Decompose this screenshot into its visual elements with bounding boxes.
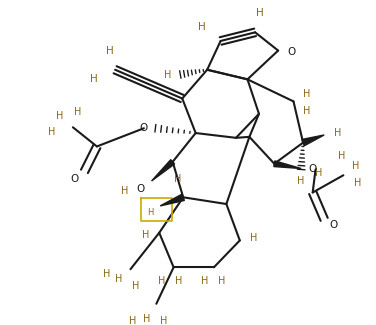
Text: H: H bbox=[106, 46, 114, 56]
Text: O: O bbox=[140, 123, 148, 133]
Text: H: H bbox=[143, 314, 150, 324]
Text: H: H bbox=[147, 208, 154, 217]
Text: O: O bbox=[287, 47, 296, 58]
Text: H: H bbox=[158, 276, 166, 286]
Text: H: H bbox=[303, 106, 311, 116]
Text: H: H bbox=[352, 161, 359, 171]
Text: H: H bbox=[103, 269, 110, 279]
Text: H: H bbox=[354, 178, 361, 188]
Text: H: H bbox=[121, 186, 128, 196]
Text: H: H bbox=[129, 316, 136, 325]
Text: O: O bbox=[71, 174, 79, 184]
Text: O: O bbox=[136, 184, 144, 194]
Text: H: H bbox=[175, 276, 182, 286]
Text: H: H bbox=[256, 8, 264, 18]
Text: H: H bbox=[74, 107, 81, 117]
Polygon shape bbox=[152, 160, 174, 181]
Text: H: H bbox=[250, 233, 257, 242]
Text: H: H bbox=[56, 111, 63, 121]
Text: H: H bbox=[174, 174, 181, 184]
Polygon shape bbox=[160, 194, 184, 206]
Text: H: H bbox=[201, 276, 208, 286]
Text: H: H bbox=[48, 127, 56, 137]
Polygon shape bbox=[302, 135, 324, 146]
Text: O: O bbox=[330, 220, 338, 230]
Polygon shape bbox=[274, 161, 301, 169]
Text: H: H bbox=[218, 276, 225, 286]
Text: H: H bbox=[297, 176, 305, 186]
Text: H: H bbox=[338, 151, 345, 161]
Text: H: H bbox=[160, 316, 168, 325]
Text: H: H bbox=[334, 128, 341, 138]
Text: H: H bbox=[303, 89, 311, 99]
Text: H: H bbox=[142, 230, 150, 240]
Text: H: H bbox=[197, 21, 205, 32]
Text: H: H bbox=[164, 71, 171, 81]
Text: H: H bbox=[315, 168, 322, 178]
Text: H: H bbox=[90, 74, 98, 84]
Text: H: H bbox=[132, 281, 139, 292]
Text: O: O bbox=[309, 164, 317, 175]
Text: H: H bbox=[115, 274, 123, 284]
